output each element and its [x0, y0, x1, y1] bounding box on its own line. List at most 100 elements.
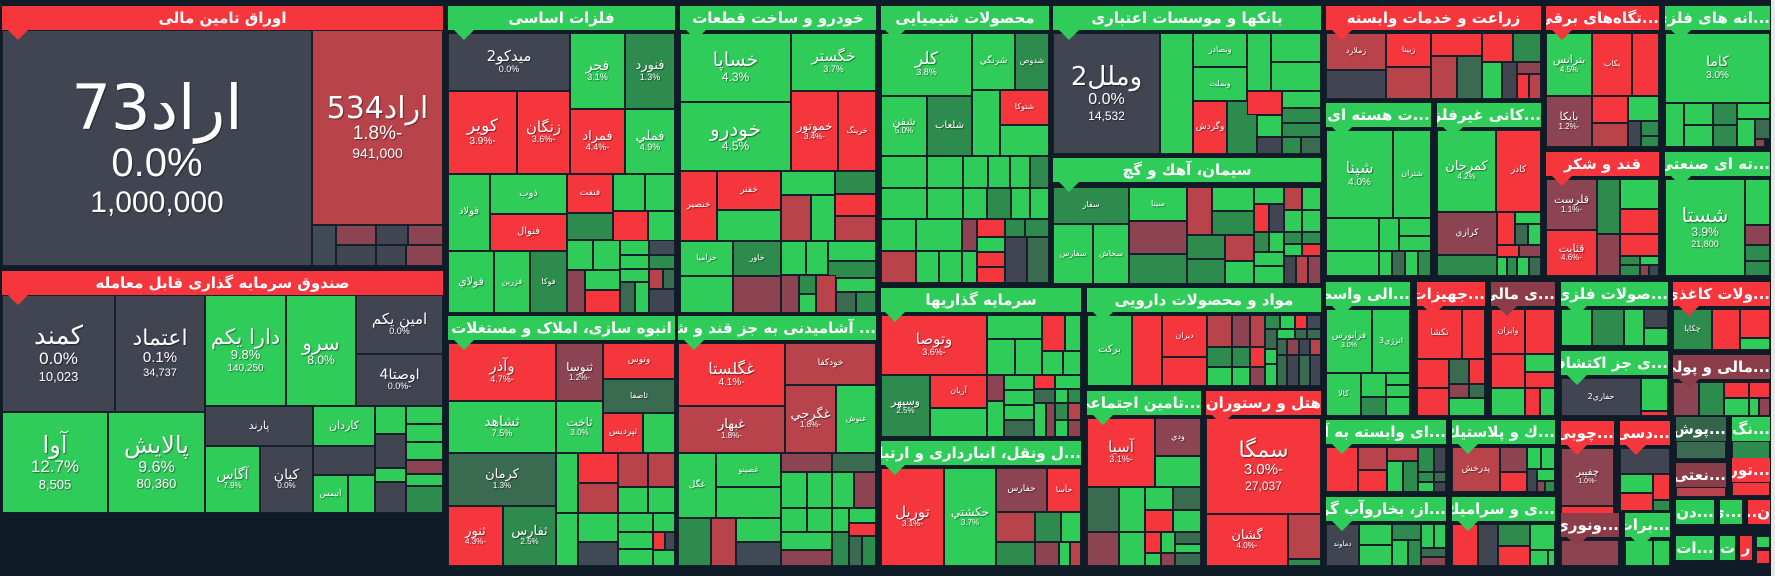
tile-small[interactable] [1287, 355, 1299, 386]
sector-etf[interactable]: صندوق سرمایه گذاری قابل معامله کمند 0.0%… [2, 271, 443, 513]
tile-small[interactable] [375, 406, 406, 434]
tile-small[interactable] [1145, 532, 1161, 553]
tile-small[interactable] [1119, 487, 1145, 532]
tile-small[interactable] [1302, 244, 1321, 256]
tile-small[interactable] [1525, 309, 1555, 354]
tile-small[interactable] [375, 434, 406, 468]
sector-paper[interactable]: ...ولات کاغذی چكاپا [1673, 282, 1770, 350]
tile-vasepehr[interactable]: وسپهر 2.5% [881, 375, 930, 437]
tile-ghasabet[interactable]: قثابت -4.6% [1546, 230, 1597, 276]
tile-khring[interactable]: خرينگ [838, 91, 876, 171]
tile-small[interactable] [1641, 378, 1668, 411]
sector-food[interactable]: ... آشامیدنی به جز قند و شکر غگلستا -4.1… [678, 316, 876, 566]
tile-small[interactable] [1500, 447, 1527, 472]
tile-small[interactable] [1592, 123, 1628, 147]
tile-small[interactable] [1005, 237, 1027, 283]
sector-misc-dan[interactable]: ...دن [1676, 500, 1714, 532]
sector-wood[interactable]: ...چوبی چفيبر -1.0% [1561, 421, 1614, 515]
tile-kardan[interactable]: کاردان [313, 406, 375, 446]
tile-small[interactable] [1175, 553, 1201, 566]
tile-small[interactable] [556, 513, 578, 566]
tile-small[interactable] [1482, 62, 1502, 99]
tile-small[interactable] [1265, 364, 1277, 386]
sector-misc-r[interactable]: ر [1740, 536, 1752, 566]
tile-ghnoush[interactable]: غنوش [836, 385, 876, 453]
tile-small[interactable] [1421, 524, 1434, 548]
tile-small[interactable] [1308, 256, 1321, 284]
tile-small[interactable] [1515, 224, 1528, 245]
tile-small[interactable] [1530, 524, 1555, 550]
tile-small[interactable] [927, 188, 963, 219]
tile-small[interactable] [1042, 315, 1065, 351]
tile-zabina[interactable]: زبينا [1386, 33, 1431, 67]
tile-small[interactable] [1449, 359, 1469, 384]
tile-small[interactable] [665, 532, 675, 550]
tile-small[interactable] [1745, 179, 1770, 225]
sector-nuclear[interactable]: ...ت هسته ای شپنا 4.0% شتران [1326, 103, 1431, 276]
tile-small[interactable] [1207, 347, 1232, 367]
tile-small[interactable] [1699, 382, 1724, 416]
tile-fazarin[interactable]: فزرين [494, 251, 530, 313]
tile-small[interactable] [406, 460, 443, 474]
tile-small[interactable] [1740, 309, 1770, 338]
sector-nonmetal[interactable]: ...کانی غیرفلزی كمرجان 4.2% كاذر كرازي [1437, 103, 1541, 276]
tile-small[interactable] [832, 453, 876, 472]
tile-small[interactable] [1387, 447, 1418, 461]
tile-small[interactable] [781, 195, 811, 241]
tile-small[interactable] [1269, 204, 1284, 232]
tile-small[interactable] [1034, 375, 1055, 389]
tile-khnasir[interactable]: خنصير [680, 171, 717, 241]
tile-small[interactable] [988, 156, 1010, 188]
tile-small[interactable] [1545, 481, 1555, 492]
tile-asia[interactable]: آسيا -3.1% [1087, 418, 1155, 487]
tile-small[interactable] [1280, 315, 1295, 329]
tile-small[interactable] [653, 513, 675, 532]
sector-transport[interactable]: ...ل ونقل، انبارداری و ارتباطات توريل -3… [881, 441, 1081, 566]
tile-small[interactable] [996, 512, 1035, 542]
tile-small[interactable] [1513, 33, 1541, 62]
tile-small[interactable] [1640, 265, 1649, 276]
tile-sharangi[interactable]: شرنگي [972, 33, 1015, 90]
sector-engineering[interactable]: ...دسی [1620, 421, 1670, 511]
tile-vabsader[interactable]: وبصادر [1193, 33, 1247, 67]
tile-small[interactable] [1684, 103, 1713, 125]
tile-small[interactable] [1326, 70, 1386, 99]
tile-pedrakhsh[interactable]: پدرخش [1452, 447, 1500, 492]
tile-small[interactable] [1517, 74, 1529, 99]
sector-mining-exc[interactable]: ...ی جز اکتشاف حفاري2 [1561, 351, 1668, 416]
tile-small[interactable] [1232, 315, 1250, 347]
tile-small[interactable] [987, 401, 1004, 437]
sector-power[interactable]: ...تگاه‌های برقی بترانس 4.5% بكاب بايكا … [1546, 6, 1659, 147]
tile-energy3[interactable]: انرژي3 [1372, 309, 1410, 373]
tile-small[interactable] [1498, 546, 1530, 566]
tile-small[interactable] [1528, 224, 1541, 245]
tile-small[interactable] [849, 536, 862, 566]
tile-small[interactable] [1287, 339, 1299, 355]
tile-khfanar[interactable]: خفنر [717, 171, 781, 210]
tile-small[interactable] [1457, 56, 1482, 99]
tile-small[interactable] [881, 156, 927, 188]
tile-small[interactable] [348, 475, 375, 513]
tile-shasta[interactable]: شستا 3.9% 21,800 [1665, 179, 1745, 276]
tile-small[interactable] [1749, 382, 1770, 398]
tile-small[interactable] [1649, 265, 1659, 276]
tile-small[interactable] [1119, 532, 1145, 566]
tile-hafars[interactable]: حفارس [996, 468, 1047, 512]
tile-etemad[interactable]: اعتماد 0.1% 34,737 [115, 295, 205, 412]
tile-small[interactable] [1299, 355, 1310, 386]
tile-small[interactable] [1541, 447, 1555, 469]
sector-misc-n[interactable]: ن... [1748, 500, 1770, 532]
tile-small[interactable] [1500, 472, 1527, 492]
tile-small[interactable] [1712, 309, 1740, 350]
tile-small[interactable] [1282, 137, 1301, 154]
tile-small[interactable] [406, 474, 443, 486]
tile-small[interactable] [1713, 125, 1737, 147]
tile-small[interactable] [406, 406, 443, 424]
tile-small[interactable] [1296, 256, 1308, 284]
tile-amin-yekom[interactable]: امین یکم 0.0% [356, 295, 443, 354]
tile-small[interactable] [977, 267, 1005, 283]
tile-small[interactable] [1724, 398, 1749, 416]
tile-small[interactable] [1732, 441, 1770, 459]
tile-small[interactable] [1628, 96, 1659, 121]
tile-small[interactable] [1434, 447, 1446, 472]
